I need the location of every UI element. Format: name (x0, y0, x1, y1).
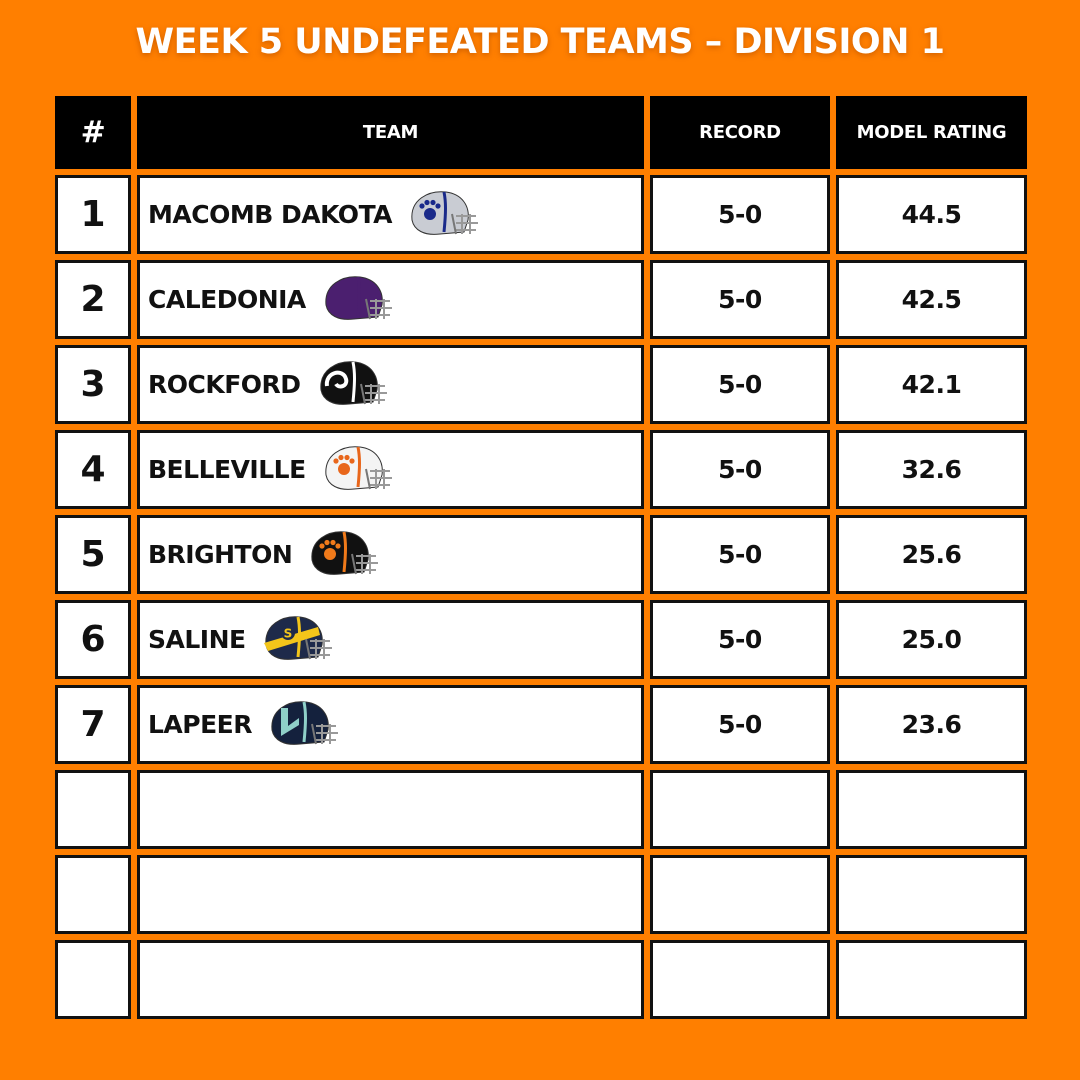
header-record: RECORD (650, 96, 830, 169)
record-cell: 5-0 (650, 515, 830, 594)
team-cell: ROCKFORD (137, 345, 644, 424)
rank-cell: 4 (55, 430, 131, 509)
rating-cell: 42.1 (836, 345, 1027, 424)
team-name: MACOMB DAKOTA (148, 200, 393, 229)
team-cell: BRIGHTON (137, 515, 644, 594)
team-name: CALEDONIA (148, 285, 306, 314)
rating-cell (836, 940, 1027, 1019)
record-cell (650, 770, 830, 849)
team-cell: SALINE S (137, 600, 644, 679)
team-cell: CALEDONIA (137, 260, 644, 339)
l-logo-helmet-icon (266, 698, 340, 752)
rating-cell (836, 855, 1027, 934)
record-cell: 5-0 (650, 345, 830, 424)
team-cell (137, 770, 644, 849)
team-cell: MACOMB DAKOTA (137, 175, 644, 254)
record-cell (650, 855, 830, 934)
rank-cell: 2 (55, 260, 131, 339)
header-model-rating: MODEL RATING (836, 96, 1027, 169)
record-cell: 5-0 (650, 260, 830, 339)
ram-horn-helmet-icon (315, 358, 389, 412)
team-name: LAPEER (148, 710, 253, 739)
paw-helmet-icon (320, 443, 394, 497)
rank-cell: 1 (55, 175, 131, 254)
record-cell: 5-0 (650, 175, 830, 254)
record-cell (650, 940, 830, 1019)
team-name: BELLEVILLE (148, 455, 306, 484)
record-cell: 5-0 (650, 685, 830, 764)
team-name: ROCKFORD (148, 370, 301, 399)
page-title: WEEK 5 UNDEFEATED TEAMS – DIVISION 1 (135, 22, 945, 62)
rank-cell (55, 940, 131, 1019)
team-cell: LAPEER (137, 685, 644, 764)
team-cell (137, 855, 644, 934)
rank-cell: 3 (55, 345, 131, 424)
rank-cell: 7 (55, 685, 131, 764)
rank-cell (55, 855, 131, 934)
rating-cell: 25.0 (836, 600, 1027, 679)
rating-cell: 42.5 (836, 260, 1027, 339)
rating-cell: 25.6 (836, 515, 1027, 594)
rank-cell (55, 770, 131, 849)
rating-cell: 32.6 (836, 430, 1027, 509)
team-name: SALINE (148, 625, 246, 654)
header-team: TEAM (137, 96, 644, 169)
rating-cell (836, 770, 1027, 849)
rankings-table: # TEAM RECORD MODEL RATING 1 MACOMB DAKOT… (55, 96, 1027, 1019)
team-cell (137, 940, 644, 1019)
helmet-icon (320, 273, 394, 327)
team-cell: BELLEVILLE (137, 430, 644, 509)
rank-cell: 5 (55, 515, 131, 594)
paw-helmet-icon (306, 528, 380, 582)
paw-helmet-icon (406, 188, 480, 242)
s-logo-helmet-icon: S (260, 613, 334, 667)
rank-cell: 6 (55, 600, 131, 679)
record-cell: 5-0 (650, 430, 830, 509)
team-name: BRIGHTON (148, 540, 293, 569)
rating-cell: 44.5 (836, 175, 1027, 254)
svg-text:S: S (283, 626, 292, 640)
header-rank: # (55, 96, 131, 169)
record-cell: 5-0 (650, 600, 830, 679)
rating-cell: 23.6 (836, 685, 1027, 764)
